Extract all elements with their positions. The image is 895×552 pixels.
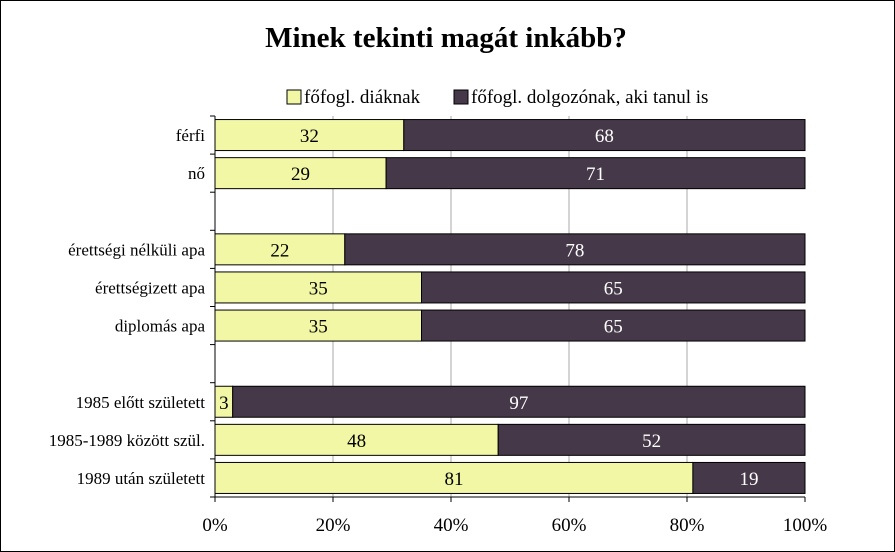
category-label: érettségizett apa [95,278,205,297]
x-tick-label: 0% [202,515,228,536]
data-label: 65 [604,317,623,338]
x-tick-label: 40% [434,515,469,536]
data-label: 3 [219,393,229,414]
category-label: 1985 előtt született [76,393,206,412]
legend-label-students: főfogl. diáknak [304,87,421,108]
data-label: 29 [291,164,310,185]
legend: főfogl. diáknak főfogl. dolgozónak, aki … [286,87,708,108]
data-label: 97 [509,393,528,414]
bar-segment [232,385,806,418]
bar-segment [214,461,694,494]
bar-segment [497,423,806,456]
x-tick-label: 100% [783,515,828,536]
category-label: diplomás apa [115,317,206,336]
bar-segment [692,461,806,494]
data-label: 65 [604,278,623,299]
bar-segment [214,157,387,190]
data-label: 32 [300,126,319,147]
legend-swatch-workers [453,89,469,105]
legend-swatch-students [286,89,302,105]
data-label: 48 [347,431,366,452]
chart-title: Minek tekinti magát inkább? [265,22,627,54]
x-tick-label: 20% [316,515,351,536]
legend-label-workers: főfogl. dolgozónak, aki tanul is [471,87,708,108]
category-label: érettségi nélküli apa [68,240,205,259]
data-label: 22 [270,240,289,261]
x-tick-label: 80% [670,515,705,536]
data-label: 81 [444,469,463,490]
bar-segment [385,157,806,190]
bar-segment [344,233,806,266]
category-label: 1989 után született [77,469,206,488]
x-tick-label: 60% [552,515,587,536]
data-label: 71 [586,164,605,185]
data-label: 52 [642,431,661,452]
category-label: férfi [176,126,206,145]
data-label: 35 [309,278,328,299]
data-label: 19 [739,469,758,490]
bar-segment [214,233,346,266]
bar-segment [421,271,806,304]
category-label: 1985-1989 között szül. [49,431,205,450]
bar-segment [214,423,499,456]
plot-area: 32 68 férfi 29 71 nő 22 78 érettségi nélküli apa… [49,115,828,536]
category-label: nő [188,164,205,183]
data-label: 78 [565,240,584,261]
bar-segment [421,309,806,342]
data-label: 68 [595,126,614,147]
bar-segment [403,119,806,152]
data-label: 35 [309,317,328,338]
